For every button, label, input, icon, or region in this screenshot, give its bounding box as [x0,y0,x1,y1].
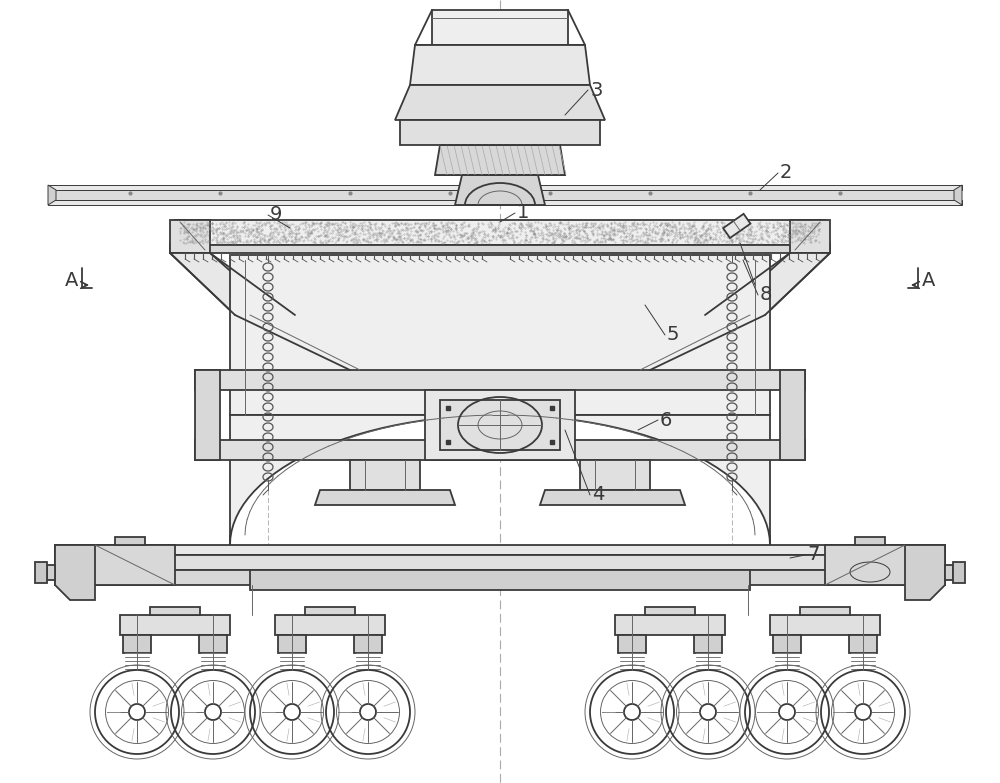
Polygon shape [410,45,590,85]
Text: 7: 7 [807,546,819,565]
Polygon shape [250,570,750,590]
Text: 6: 6 [660,410,672,430]
Text: 1: 1 [517,204,529,222]
Polygon shape [350,460,420,490]
Polygon shape [53,190,957,200]
Polygon shape [354,635,382,653]
Text: A: A [65,270,78,290]
Polygon shape [199,635,227,653]
Polygon shape [440,400,560,450]
Polygon shape [48,185,56,205]
Polygon shape [790,220,830,253]
Polygon shape [580,460,650,490]
Text: 8: 8 [760,286,772,305]
Polygon shape [55,545,175,585]
Polygon shape [954,185,962,205]
Polygon shape [945,565,953,580]
Polygon shape [55,545,945,555]
Polygon shape [905,545,945,600]
Polygon shape [720,253,830,315]
Polygon shape [195,440,805,460]
Polygon shape [645,607,695,615]
Polygon shape [278,635,306,653]
Polygon shape [115,537,145,545]
Polygon shape [540,490,685,505]
Polygon shape [195,370,220,460]
Polygon shape [723,214,750,238]
Text: 3: 3 [590,81,602,99]
Polygon shape [150,607,200,615]
Polygon shape [230,415,770,545]
Polygon shape [120,615,230,635]
Text: 2: 2 [780,164,792,182]
Polygon shape [170,220,830,245]
Text: 9: 9 [270,205,282,225]
Polygon shape [305,607,355,615]
Polygon shape [825,545,945,585]
Polygon shape [170,253,280,315]
Polygon shape [230,255,770,415]
Polygon shape [615,615,725,635]
Polygon shape [170,245,830,253]
Polygon shape [170,220,210,253]
Polygon shape [35,562,47,583]
Text: A: A [922,270,935,290]
Polygon shape [849,635,877,653]
Polygon shape [55,570,945,585]
Polygon shape [275,615,385,635]
Polygon shape [47,565,55,580]
Polygon shape [618,635,646,653]
Polygon shape [770,615,880,635]
Text: 4: 4 [592,485,604,504]
Polygon shape [55,545,95,600]
Polygon shape [455,175,545,205]
Polygon shape [400,120,600,145]
Polygon shape [800,607,850,615]
Polygon shape [773,635,801,653]
Polygon shape [48,200,962,205]
Polygon shape [780,370,805,460]
Polygon shape [953,562,965,583]
Polygon shape [435,145,565,175]
Polygon shape [694,635,722,653]
Polygon shape [395,85,605,120]
Polygon shape [123,635,151,653]
Polygon shape [195,370,805,390]
Text: 5: 5 [667,326,680,345]
Polygon shape [432,10,568,45]
Polygon shape [48,185,962,190]
Polygon shape [855,537,885,545]
Polygon shape [315,490,455,505]
Polygon shape [425,390,575,460]
Polygon shape [55,555,945,570]
